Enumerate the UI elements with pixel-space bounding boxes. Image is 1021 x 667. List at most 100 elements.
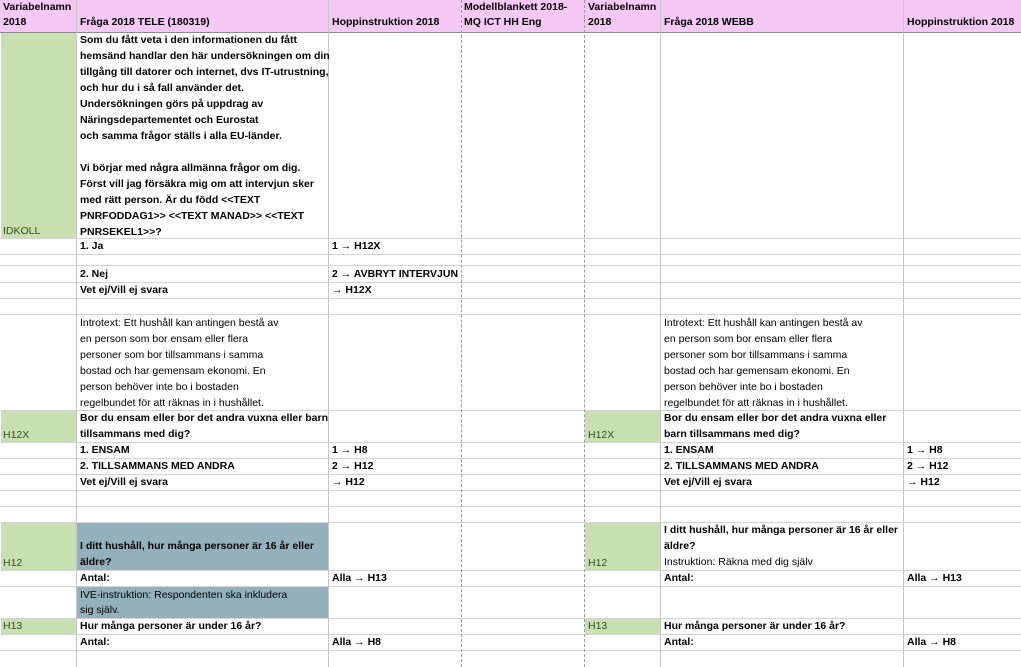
antal-label: Antal:: [80, 572, 110, 584]
antal-label-webb: Antal:: [664, 572, 694, 584]
h13-jump-webb: Alla → H8: [907, 636, 957, 648]
answer-label: 2. Nej: [80, 268, 109, 280]
row-divider: [0, 490, 1021, 491]
h12x-var-fill: [1, 410, 76, 442]
answer-jump: 2 → H12: [332, 460, 374, 472]
col-divider: [660, 0, 661, 667]
h12x-webb-question-line: barn tillsammans med dig?: [664, 428, 800, 440]
idkoll-var-name: IDKOLL: [3, 225, 41, 237]
col-divider: [328, 0, 329, 667]
answer-jump: 1 → H8: [332, 444, 368, 456]
col-divider-dashed: [461, 0, 462, 667]
header-band-right: [462, 0, 1021, 33]
h13-webb-question: Hur många personer är under 16 år?: [664, 620, 846, 632]
row-divider: [0, 442, 1021, 443]
row-divider: [0, 458, 1021, 459]
row-divider: [0, 282, 1021, 283]
header-var-name-1: Variabelnamn: [3, 1, 72, 13]
h12-webb-instruction: Instruktion: Räkna med dig själv: [664, 556, 813, 568]
answer-label: 1. ENSAM: [80, 444, 130, 456]
h12-jump: Alla → H13: [332, 572, 387, 584]
col-divider-dashed: [584, 0, 585, 667]
row-divider: [0, 522, 1021, 523]
ive-instruction-line: sig själv.: [80, 604, 120, 616]
answer-jump-webb: 1 → H8: [907, 444, 943, 456]
intro-tele-line: personer som bor tillsammans i samma: [80, 349, 264, 361]
h13-webb-var-name: H13: [588, 620, 608, 632]
row-divider: [0, 634, 1021, 635]
h13-var-name: H13: [3, 620, 23, 632]
header-question-tele: Fråga 2018 TELE (180319): [80, 16, 210, 28]
intro-webb-line: person behöver inte bo i bostaden: [664, 381, 823, 393]
h12-question-line: äldre?: [80, 556, 112, 568]
h12-var-fill: [1, 522, 76, 570]
intro-tele-line: person behöver inte bo i bostaden: [80, 381, 239, 393]
row-divider: [0, 618, 1021, 619]
intro-tele-line: bostad och har gemensam ekonomi. En: [80, 365, 266, 377]
idkoll-line: Vi börjar med några allmänna frågor om d…: [80, 162, 301, 174]
col-divider: [903, 0, 904, 667]
h12x-var-name: H12X: [3, 429, 30, 441]
row-divider: [0, 265, 1021, 266]
answer-label: 2. TILLSAMMANS MED ANDRA: [80, 460, 235, 472]
col-divider: [76, 0, 77, 667]
row-divider: [0, 254, 1021, 255]
header-var-year-2: 2018: [588, 16, 612, 28]
idkoll-line: Som du fått veta i den informationen du …: [80, 34, 298, 46]
header-model-2: MQ ICT HH Eng: [464, 16, 542, 28]
idkoll-line: och hur du i så fall använder det.: [80, 82, 244, 94]
idkoll-line: tillgång till datorer och internet, dvs …: [80, 66, 329, 78]
header-model-1: Modellblankett 2018-: [464, 1, 568, 13]
header-jump-webb: Hoppinstruktion 2018: [907, 16, 1015, 28]
h13-jump: Alla → H8: [332, 636, 382, 648]
intro-tele-line: regelbundet för att räknas in i hushålle…: [80, 397, 264, 409]
h12-webb-var-name: H12: [588, 557, 608, 569]
row-divider: [0, 298, 1021, 299]
intro-webb-line: bostad och har gemensam ekonomi. En: [664, 365, 850, 377]
header-var-name-2: Variabelnamn: [588, 1, 657, 13]
intro-webb-line: personer som bor tillsammans i samma: [664, 349, 848, 361]
h12x-question-line: tillsammans med dig?: [80, 428, 191, 440]
h12-var-name: H12: [3, 557, 23, 569]
h12x-webb-var-fill: [585, 410, 660, 442]
h12-webb-question-line: I ditt hushåll, hur många personer är 16…: [664, 524, 898, 536]
row-divider: [0, 410, 1021, 411]
answer-jump: → H12: [332, 476, 365, 488]
h12-webb-var-fill: [585, 522, 660, 570]
idkoll-line: med rätt person. Är du född <<TEXT: [80, 194, 261, 206]
h12x-webb-var-name: H12X: [588, 429, 615, 441]
antal-label: Antal:: [80, 636, 110, 648]
row-divider: [0, 238, 1021, 239]
intro-webb-line: en person som bor ensam eller flera: [664, 333, 833, 345]
idkoll-line: Undersökningen görs på uppdrag av: [80, 98, 264, 110]
answer-label-webb: Vet ej/Vill ej svara: [664, 476, 752, 488]
answer-label-webb: 2. TILLSAMMANS MED ANDRA: [664, 460, 819, 472]
idkoll-line: hemsänd handlar den här undersökningen o…: [80, 50, 330, 62]
header-jump-tele: Hoppinstruktion 2018: [332, 16, 440, 28]
intro-tele-line: en person som bor ensam eller flera: [80, 333, 249, 345]
h12-jump-webb: Alla → H13: [907, 572, 962, 584]
ive-instruction-fill: [77, 587, 328, 619]
antal-label-webb: Antal:: [664, 636, 694, 648]
ive-instruction-line: IVE-instruktion: Respondenten ska inklud…: [80, 589, 288, 601]
h12-question-fill: [77, 522, 328, 570]
row-divider: [0, 506, 1021, 507]
answer-jump-webb: → H12: [907, 476, 940, 488]
h12x-webb-question-line: Bor du ensam eller bor det andra vuxna e…: [664, 412, 887, 424]
answer-label-webb: 1. ENSAM: [664, 444, 714, 456]
row-divider: [0, 474, 1021, 475]
intro-webb-line: regelbundet för att räknas in i hushålle…: [664, 397, 848, 409]
idkoll-line: PNRFODDAG1>> <<TEXT MANAD>> <<TEXT: [80, 210, 305, 222]
idkoll-line: PNRSEKEL1>>?: [80, 226, 162, 238]
row-divider: [0, 650, 1021, 651]
h13-question: Hur många personer är under 16 år?: [80, 620, 262, 632]
row-divider: [0, 314, 1021, 315]
intro-tele-line: Introtext: Ett hushåll kan antingen best…: [80, 317, 279, 329]
intro-webb-line: Introtext: Ett hushåll kan antingen best…: [664, 317, 863, 329]
answer-label: Vet ej/Vill ej svara: [80, 476, 168, 488]
answer-label: Vet ej/Vill ej svara: [80, 284, 168, 296]
answer-jump: → H12X: [332, 284, 372, 296]
idkoll-var-fill: [1, 33, 76, 238]
row-divider: [0, 570, 1021, 571]
